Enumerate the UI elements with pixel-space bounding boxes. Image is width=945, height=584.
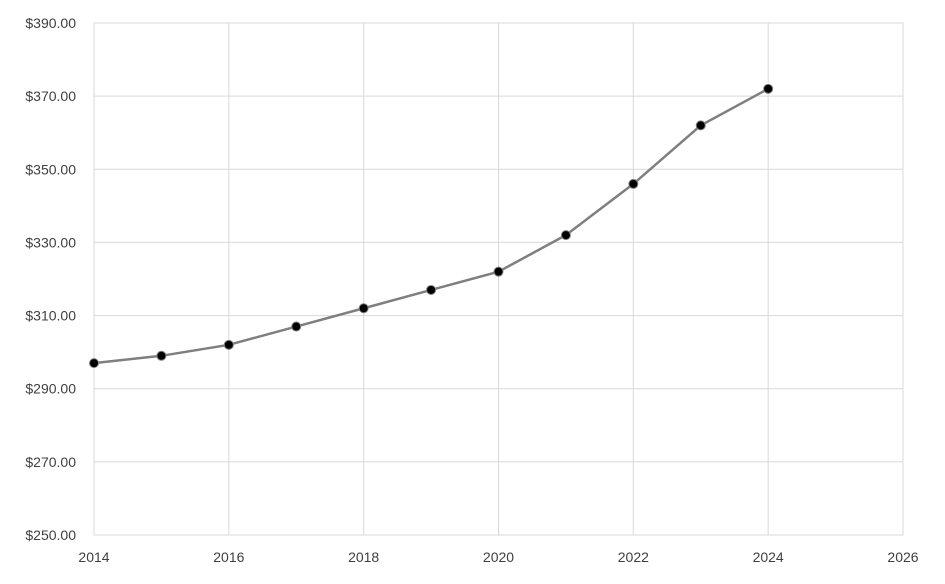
plot-area <box>93 22 904 536</box>
data-point-2023 <box>695 120 706 131</box>
y-axis-tick-labels: $250.00 $270.00 $290.00 $310.00 $330.00 $350.… <box>25 15 76 543</box>
y-tick-label: $350.00 <box>25 161 76 177</box>
x-tick-label: 2024 <box>753 549 784 565</box>
data-point-2024 <box>763 83 774 94</box>
y-tick-label: $390.00 <box>25 15 76 31</box>
data-point-2017 <box>291 321 302 332</box>
x-tick-label: 2020 <box>483 549 514 565</box>
y-tick-label: $370.00 <box>25 88 76 104</box>
series-layer <box>89 83 774 369</box>
y-tick-label: $290.00 <box>25 381 76 397</box>
data-point-2021 <box>560 230 571 241</box>
y-tick-label: $330.00 <box>25 234 76 250</box>
data-point-2015 <box>156 350 167 361</box>
data-point-2018 <box>358 303 369 314</box>
data-point-2022 <box>628 178 639 189</box>
y-tick-label: $270.00 <box>25 454 76 470</box>
x-tick-label: 2018 <box>348 549 379 565</box>
data-point-2020 <box>493 266 504 277</box>
x-tick-label: 2016 <box>213 549 244 565</box>
y-tick-label: $250.00 <box>25 527 76 543</box>
series-line-0 <box>93 87 769 365</box>
x-tick-label: 2022 <box>618 549 649 565</box>
data-point-2016 <box>223 339 234 350</box>
gridlines <box>93 22 904 536</box>
y-tick-label: $310.00 <box>25 308 76 324</box>
x-axis-tick-labels: 2014 2016 2018 2020 2022 2024 2026 <box>78 549 918 565</box>
x-tick-label: 2014 <box>78 549 109 565</box>
x-tick-label: 2026 <box>887 549 918 565</box>
data-point-2014 <box>89 358 99 369</box>
data-point-2019 <box>426 284 437 295</box>
